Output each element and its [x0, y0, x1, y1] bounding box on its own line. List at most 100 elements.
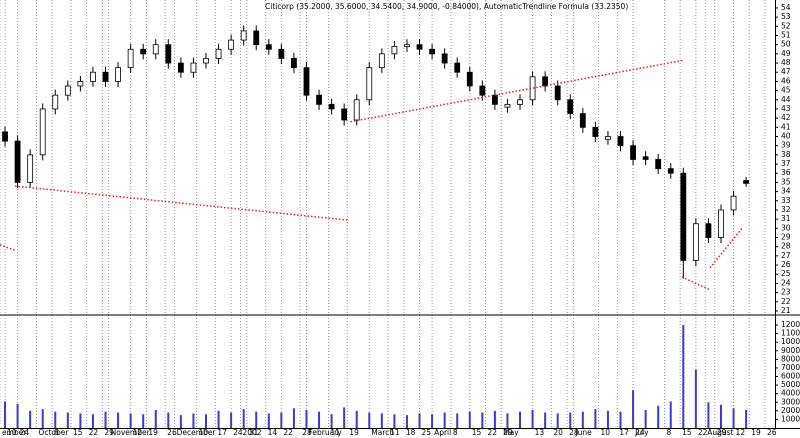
candle-body: [617, 136, 624, 147]
month-label: October: [38, 428, 69, 437]
x-tick-label: 22: [89, 428, 99, 437]
y-tick-label: 38: [781, 150, 791, 159]
volume-bar: [556, 413, 559, 428]
volume-bar: [719, 404, 722, 428]
x-tick-label: 15: [682, 428, 692, 437]
candle-body: [667, 168, 674, 174]
trendline: [350, 59, 684, 123]
y-tick-label: 47: [781, 67, 791, 76]
x-tick-label: 15: [73, 428, 83, 437]
x-tick-label: 22: [487, 428, 497, 437]
volume-bar: [531, 409, 534, 428]
x-tick-label: 28: [302, 428, 312, 437]
y-tick-label: 32: [781, 205, 791, 214]
month-label: December: [177, 428, 217, 437]
volume-bar: [669, 401, 672, 428]
y-tick-label: 8000: [781, 354, 800, 363]
x-tick-label: 22: [283, 428, 293, 437]
volume-bar: [255, 411, 258, 428]
volume-bar: [192, 413, 195, 428]
x-tick-label: 31: [249, 428, 259, 437]
candle-body: [316, 94, 322, 105]
volume-bar: [707, 402, 710, 428]
candle-body: [730, 195, 737, 211]
volume-bar: [657, 405, 660, 428]
y-tick-label: 42: [781, 113, 791, 122]
candle-body: [328, 103, 335, 110]
candle-body: [718, 209, 724, 238]
volume-bar: [644, 409, 647, 428]
volume-bar: [318, 411, 321, 428]
volume-bar: [230, 412, 233, 428]
y-tick-label: 39: [781, 141, 791, 150]
candle-body: [278, 48, 285, 59]
x-tick-label: 17: [619, 428, 629, 437]
candle-body: [655, 159, 662, 170]
y-tick-label: 12000: [781, 320, 800, 329]
volume-bar: [305, 409, 308, 428]
y-tick-label: 25: [781, 269, 791, 278]
volume-bar: [682, 325, 685, 428]
month-label: March: [371, 428, 394, 437]
candle-body: [579, 113, 586, 128]
candle-body: [705, 223, 712, 238]
candle-body: [743, 180, 750, 184]
candle-body: [228, 39, 235, 50]
month-label: February: [308, 428, 342, 437]
candle-body: [291, 58, 297, 69]
candle-body: [416, 44, 423, 50]
month-label: November: [111, 428, 151, 437]
candle-body: [39, 108, 46, 156]
x-tick-label: 18: [406, 428, 416, 437]
y-tick-label: 9000: [781, 346, 800, 355]
y-tick-label: 26: [781, 260, 791, 269]
x-tick-label: 24: [635, 428, 645, 437]
y-tick-label: 21: [781, 306, 791, 315]
y-tick-label: 35: [781, 177, 791, 186]
x-tick-label: 29: [717, 428, 727, 437]
candle-body: [517, 99, 523, 105]
candle-body: [605, 136, 611, 140]
x-tick-label: 17: [217, 428, 227, 437]
volume-bar: [443, 412, 446, 428]
candle-body: [466, 71, 473, 87]
volume-bar: [4, 401, 7, 428]
candle-body: [491, 94, 498, 105]
candle-body: [303, 67, 310, 96]
candle-body: [341, 108, 348, 121]
volume-bar: [41, 409, 44, 428]
volume-bar: [581, 411, 584, 428]
volume-bar: [468, 411, 471, 428]
volume-bar: [204, 414, 207, 428]
volume-bar: [16, 403, 19, 428]
volume-bar: [632, 390, 635, 428]
month-label: June: [574, 428, 592, 437]
candle-body: [203, 58, 209, 64]
x-tick-label: 19: [751, 428, 761, 437]
candle-body: [102, 71, 109, 82]
candle-body: [592, 126, 599, 137]
volume-bar: [242, 409, 245, 428]
x-tick-label: 8: [453, 428, 458, 437]
volume-bar: [280, 412, 283, 428]
candle-body: [479, 85, 486, 96]
volume-bar: [431, 414, 434, 428]
month-label: ember: [2, 428, 27, 437]
candle-body: [680, 172, 687, 261]
volume-bar: [393, 414, 396, 428]
candle-body: [127, 48, 134, 69]
y-tick-label: 10000: [781, 337, 800, 346]
x-tick-label: 20: [553, 428, 563, 437]
y-tick-label: 7000: [781, 363, 800, 372]
candle-body: [64, 85, 71, 96]
x-tick-label: 15: [472, 428, 482, 437]
candle-body: [2, 131, 8, 142]
y-tick-label: 1000: [781, 414, 800, 423]
volume-bar: [154, 409, 157, 428]
x-tick-label: 25: [422, 428, 432, 437]
y-tick-label: 30: [781, 223, 791, 232]
volume-bar: [519, 411, 522, 428]
x-tick-label: 10: [199, 428, 209, 437]
y-tick-label: 28: [781, 242, 791, 251]
